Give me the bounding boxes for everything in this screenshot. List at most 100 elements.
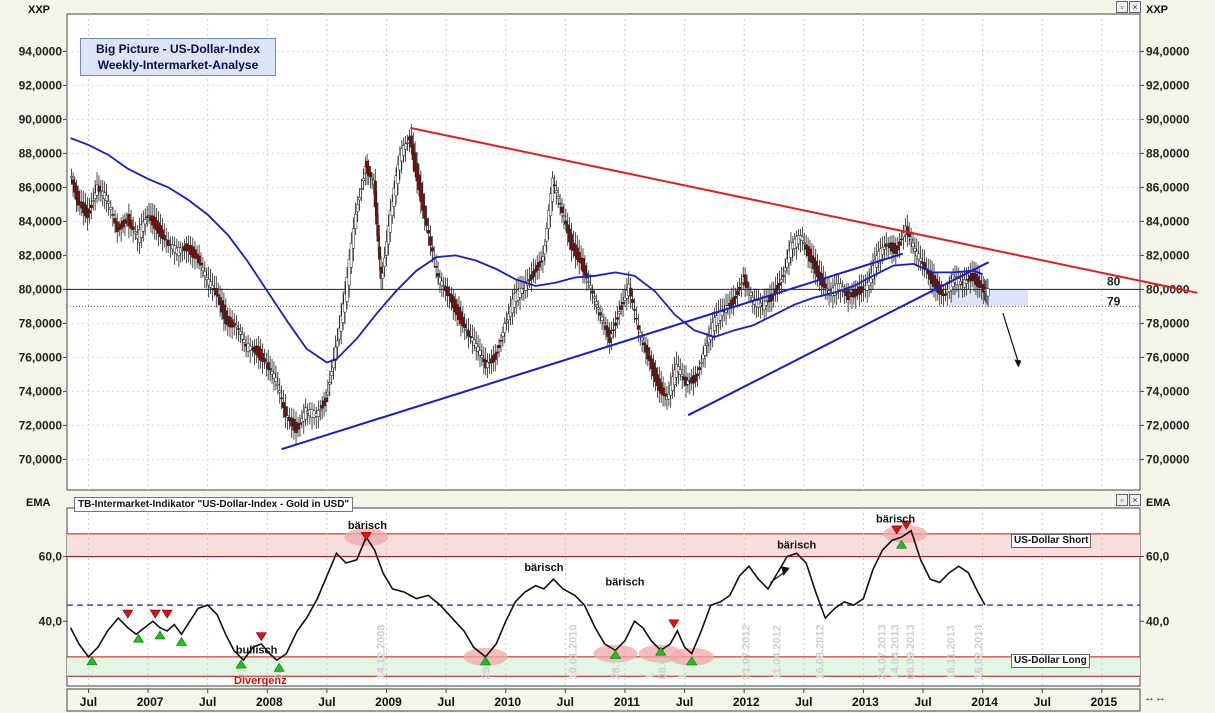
- candle-body: [123, 219, 127, 224]
- candle-body: [560, 206, 564, 213]
- candle-body: [474, 343, 478, 348]
- candle-body: [423, 205, 427, 219]
- candle-body: [978, 280, 982, 288]
- candle-body: [808, 248, 812, 262]
- candle-body: [105, 195, 109, 201]
- candle-body: [121, 220, 125, 228]
- candle-body: [493, 353, 497, 360]
- candle-body: [436, 273, 440, 277]
- candle-body: [619, 305, 623, 310]
- vertical-date-16: 16.02.2014: [973, 624, 985, 680]
- indicator-label-left[interactable]: EMA: [26, 497, 51, 509]
- candle-body: [143, 219, 147, 225]
- candle-body: [545, 227, 549, 242]
- sell-signal-1: [149, 609, 161, 619]
- y-tick-label-left-9: 76,0000: [19, 350, 63, 364]
- candle-body: [880, 247, 885, 255]
- vertical-date-14: 06.09.2013: [905, 624, 917, 679]
- candle-body: [349, 243, 353, 268]
- candle-body: [882, 246, 886, 250]
- candle-body: [402, 145, 406, 156]
- candle-body: [370, 177, 374, 180]
- candle-body: [201, 267, 205, 271]
- candle-body: [392, 187, 396, 207]
- candle-body: [318, 409, 322, 412]
- candle-body: [747, 288, 751, 291]
- candle-body: [543, 245, 547, 255]
- candle-body: [503, 323, 507, 334]
- indicator-title: TB-Intermarket-Indikator "US-Dollar-Inde…: [74, 497, 354, 512]
- candle-body: [434, 266, 438, 268]
- candle-body: [913, 248, 917, 252]
- candle-body: [274, 377, 278, 382]
- x-tick-label-14: Jul: [914, 695, 931, 709]
- annotation-3: bärisch: [777, 539, 816, 551]
- candle-body: [304, 407, 308, 420]
- candle-body: [558, 203, 562, 205]
- candle-body: [823, 283, 827, 289]
- candle-body: [552, 184, 556, 187]
- trendline-support-1: [281, 252, 904, 451]
- y-tick-label-left-12: 70,0000: [19, 452, 63, 466]
- candle-body: [783, 267, 787, 272]
- symbol-left[interactable]: XXP: [28, 4, 51, 16]
- candle-body: [735, 290, 740, 296]
- candle-body: [587, 280, 591, 283]
- candle-body: [242, 339, 246, 343]
- scroll-arrows-icon[interactable]: ↔↔: [1144, 692, 1166, 704]
- candle-body: [550, 177, 555, 202]
- candle-body: [425, 218, 429, 226]
- candle-body: [732, 297, 736, 304]
- candle-body: [642, 342, 646, 346]
- buy-signal-3: [175, 636, 187, 646]
- candle-body: [375, 202, 379, 225]
- candle-body: [339, 315, 343, 332]
- x-tick-label-11: 2012: [733, 695, 760, 709]
- annotation-2: bärisch: [605, 577, 644, 589]
- y-tick-label-right-0: 94,0000: [1146, 44, 1190, 58]
- candle-body: [468, 336, 472, 338]
- candle-body: [476, 346, 480, 352]
- restore-panel-icon[interactable]: ▫: [1116, 1, 1128, 13]
- candle-body: [520, 287, 524, 294]
- candle-body: [214, 288, 218, 296]
- chart-title-line-2: Weekly-Intermarket-Analyse: [97, 58, 259, 72]
- candle-body: [640, 337, 644, 341]
- candle-body: [109, 207, 113, 210]
- candle-body: [232, 322, 236, 327]
- candle-body: [343, 293, 347, 313]
- candle-body: [896, 245, 900, 251]
- indicator-restore-icon[interactable]: ▫: [1116, 494, 1128, 506]
- candle-body: [898, 241, 902, 246]
- sell-signal-3: [255, 632, 267, 642]
- candle-body: [905, 226, 909, 235]
- trend-arrow-head: [781, 566, 790, 576]
- candle-body: [351, 228, 356, 249]
- vertical-date-0: 07: [236, 667, 248, 679]
- candle-body: [617, 311, 621, 314]
- candle-body: [745, 281, 749, 288]
- x-tick-label-5: 2009: [375, 695, 402, 709]
- candle-body: [281, 402, 286, 408]
- candle-body: [113, 217, 117, 224]
- candle-body: [964, 279, 968, 284]
- candle-body: [562, 215, 566, 218]
- candle-body: [592, 296, 596, 299]
- candle-body: [129, 219, 133, 229]
- candle-body: [678, 369, 682, 375]
- y-tick-label-right-11: 72,0000: [1146, 418, 1190, 432]
- candle-body: [478, 350, 482, 356]
- candle-body: [76, 191, 80, 206]
- candle-body: [610, 333, 614, 338]
- candle-body: [409, 135, 413, 148]
- candle-body: [415, 162, 419, 182]
- close-panel-icon[interactable]: ×: [1129, 1, 1141, 13]
- candle-body: [440, 280, 444, 286]
- x-tick-label-6: Jul: [437, 695, 454, 709]
- indicator-close-icon[interactable]: ×: [1129, 494, 1141, 506]
- chart-title-line-1: Big Picture - US-Dollar-Index: [95, 42, 261, 56]
- candle-body: [917, 253, 921, 260]
- x-tick-label-16: Jul: [1034, 695, 1051, 709]
- y-tick-label-left-7: 80,0000: [19, 282, 63, 296]
- candle-body: [166, 239, 170, 246]
